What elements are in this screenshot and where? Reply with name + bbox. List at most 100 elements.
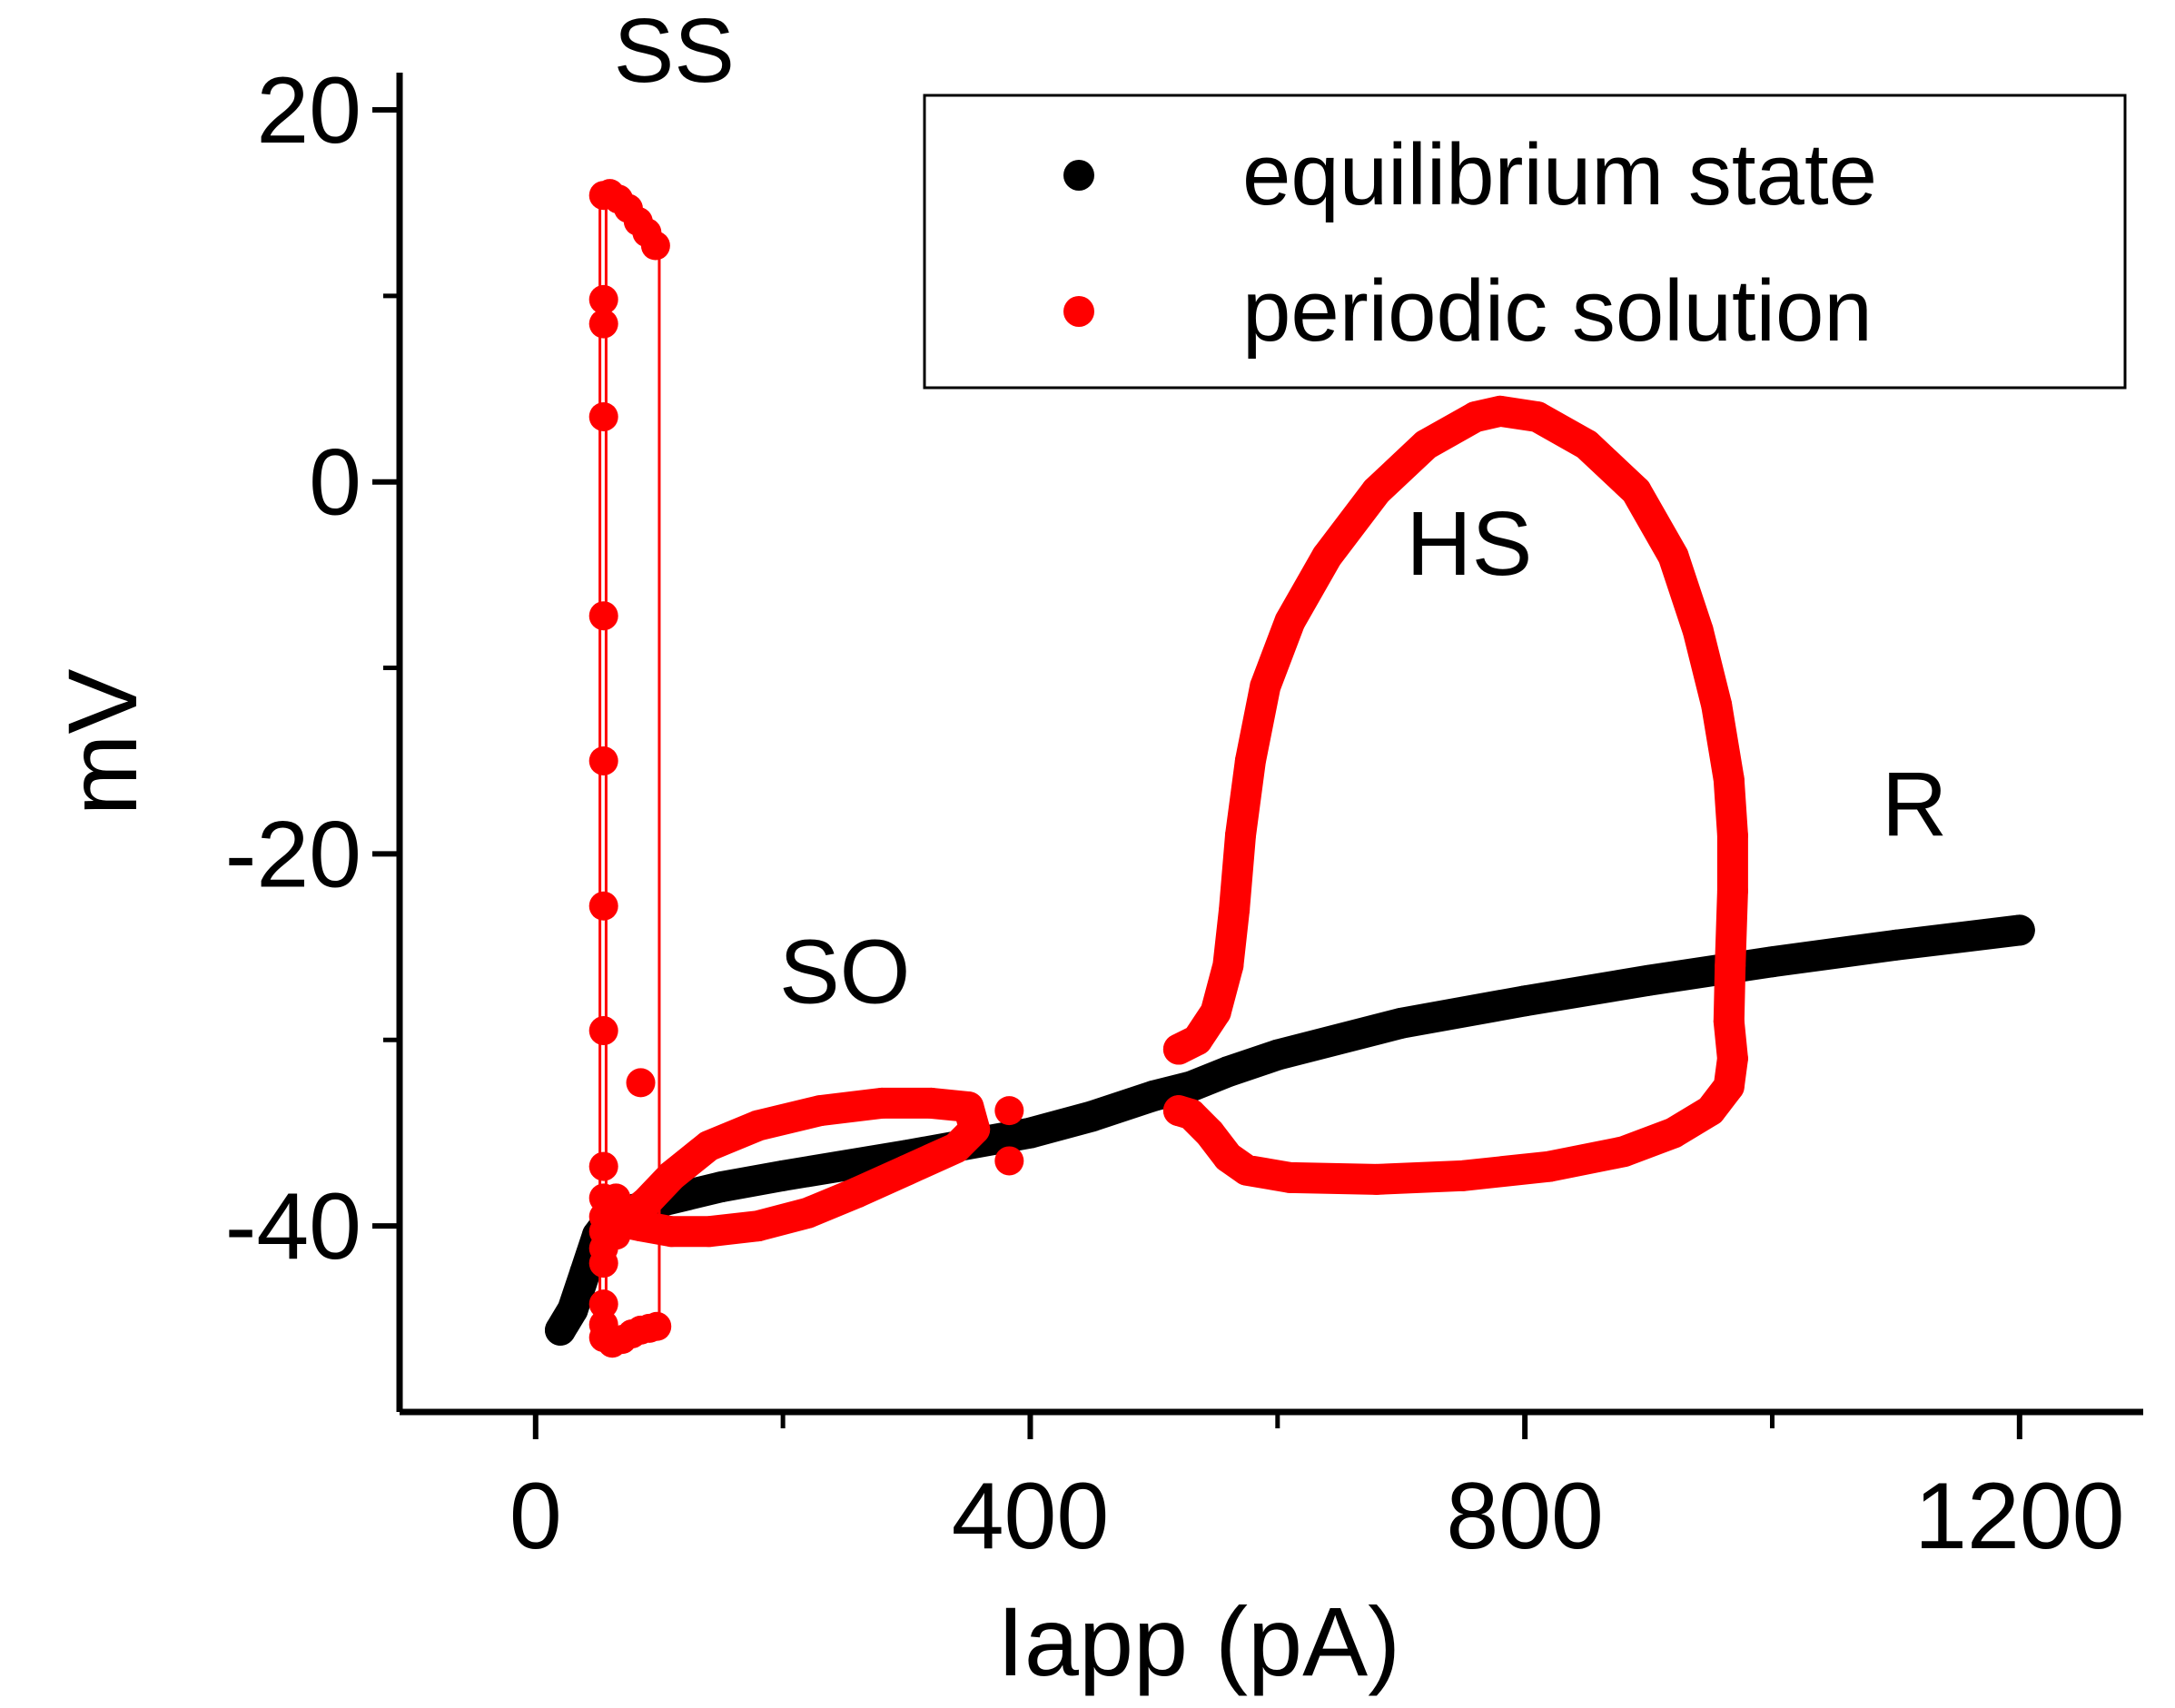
data-point — [1200, 996, 1231, 1028]
data-point — [1311, 540, 1343, 572]
data-point — [804, 1095, 835, 1127]
data-point — [915, 1087, 947, 1119]
annotation-r: R — [1882, 754, 1947, 855]
data-point — [1620, 475, 1652, 507]
series-2 — [607, 1087, 991, 1248]
data-point — [693, 1130, 725, 1162]
y-axis-title: mV — [47, 669, 157, 816]
data-point — [940, 1132, 972, 1164]
series-1 — [1162, 395, 1748, 1195]
data-point — [1410, 429, 1442, 460]
data-point — [1076, 1101, 1108, 1132]
legend-label: periodic solution — [1242, 262, 1873, 360]
data-point — [1716, 875, 1748, 907]
data-point — [2003, 914, 2035, 946]
data-point — [1014, 1117, 1046, 1149]
data-point — [1633, 964, 1665, 996]
data-point — [588, 745, 618, 775]
data-point — [1880, 929, 1912, 961]
data-point — [1261, 1039, 1293, 1071]
data-point — [588, 284, 618, 314]
data-point — [588, 1151, 618, 1181]
x-tick-label: 800 — [1446, 1464, 1604, 1569]
data-point — [891, 1154, 923, 1186]
y-tick-label: -20 — [225, 802, 361, 907]
data-point — [1571, 429, 1603, 460]
data-point — [640, 231, 670, 261]
data-point — [601, 1183, 631, 1213]
annotation-ss: SS — [614, 0, 735, 102]
data-point — [792, 1197, 824, 1229]
x-tick-label: 400 — [952, 1464, 1110, 1569]
data-point — [656, 1160, 687, 1191]
data-point — [1657, 1117, 1689, 1149]
x-tick-label: 1200 — [1914, 1464, 2124, 1569]
data-point — [1212, 1141, 1244, 1173]
data-point — [706, 1171, 737, 1203]
data-point — [742, 1210, 774, 1242]
data-point — [994, 1096, 1024, 1126]
axes-layer — [372, 73, 2143, 1439]
legend-marker — [1063, 296, 1094, 327]
legend-box — [923, 94, 2127, 390]
data-point — [693, 1216, 725, 1248]
data-point — [656, 1216, 687, 1248]
legend-label: equilibrium state — [1242, 126, 1877, 223]
data-point — [1175, 1071, 1207, 1102]
series-4 — [588, 179, 672, 1358]
legend-layer: equilibrium state periodic solution — [923, 94, 2127, 390]
data-point — [1385, 1007, 1417, 1039]
data-point — [601, 1220, 631, 1250]
x-tick-label: 0 — [509, 1464, 562, 1569]
data-point — [767, 1160, 799, 1191]
data-point — [588, 1249, 618, 1279]
data-point — [588, 891, 618, 921]
data-point — [588, 1016, 618, 1046]
data-point — [1509, 985, 1541, 1017]
data-point — [1212, 1056, 1244, 1088]
data-point — [588, 309, 618, 339]
data-point — [1715, 950, 1746, 982]
data-point — [1234, 745, 1266, 776]
data-point — [742, 1110, 774, 1141]
data-point — [866, 1087, 898, 1119]
data-point — [1534, 1150, 1566, 1182]
data-point — [1181, 1024, 1213, 1056]
data-point — [1162, 1095, 1194, 1127]
data-point — [1274, 1161, 1306, 1193]
y-tick-label: -40 — [225, 1174, 361, 1279]
data-point — [1138, 1080, 1170, 1111]
data-point — [1713, 764, 1745, 795]
data-point — [642, 1311, 672, 1341]
y-tick-label: 0 — [309, 430, 361, 536]
data-point — [1716, 819, 1748, 851]
legend-marker — [1063, 160, 1094, 191]
annotation-hs: HS — [1406, 493, 1532, 595]
data-point — [631, 1186, 663, 1218]
data-point — [588, 401, 618, 431]
data-point — [1608, 1136, 1640, 1168]
data-point — [1224, 819, 1256, 851]
data-point — [1682, 615, 1714, 647]
data-point — [1212, 950, 1244, 982]
data-point — [1701, 689, 1733, 721]
y-tick-label: 20 — [256, 58, 361, 163]
data-point — [1219, 893, 1251, 925]
data-point — [626, 1068, 656, 1098]
data-point — [1274, 606, 1306, 637]
text-layer: 0 400 800 1200 -40 -20 0 20 Iapp (pA) mV SS SO HS R — [47, 0, 2125, 1696]
data-point — [588, 1289, 618, 1319]
data-point — [994, 1146, 1024, 1176]
data-point — [1716, 1042, 1748, 1074]
data-point — [1756, 946, 1788, 978]
annotation-so: SO — [779, 921, 910, 1022]
data-point — [841, 1177, 873, 1209]
data-point — [1459, 400, 1491, 432]
data-point — [1695, 1095, 1726, 1127]
data-point — [1521, 400, 1553, 432]
series-5 — [598, 195, 661, 1344]
data-point — [557, 1294, 588, 1326]
data-point — [1250, 671, 1281, 703]
x-axis-title: Iapp (pA) — [997, 1586, 1400, 1696]
